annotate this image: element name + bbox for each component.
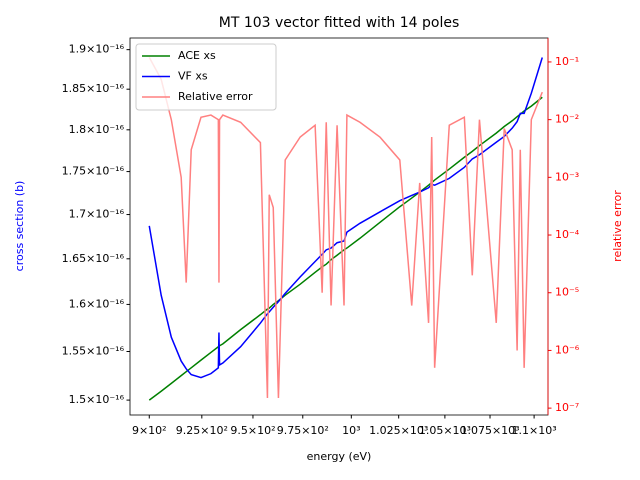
x-tick-label: 10³ bbox=[342, 424, 360, 437]
x-tick-label: 9.25×10² bbox=[176, 424, 228, 437]
y2-tick-label: 10⁻² bbox=[555, 113, 579, 126]
y2-tick-label: 10⁻³ bbox=[555, 170, 579, 183]
y-tick-label: 1.85×10⁻¹⁶ bbox=[62, 82, 125, 95]
legend-label: Relative error bbox=[178, 90, 253, 103]
series-line bbox=[148, 57, 543, 398]
y2-tick-label: 10⁻⁷ bbox=[555, 401, 579, 414]
y-tick-label: 1.6×10⁻¹⁶ bbox=[69, 297, 125, 310]
y2-axis-label: relative error bbox=[611, 190, 624, 262]
x-tick-label: 9.75×10² bbox=[277, 424, 329, 437]
y-tick-label: 1.9×10⁻¹⁶ bbox=[69, 43, 125, 56]
x-tick-label: 1.025×10³ bbox=[369, 424, 428, 437]
y-tick-label: 1.8×10⁻¹⁶ bbox=[69, 123, 125, 136]
chart-title: MT 103 vector fitted with 14 poles bbox=[219, 15, 460, 31]
y2-tick-label: 10⁻⁴ bbox=[555, 228, 580, 241]
y-tick-label: 1.65×10⁻¹⁶ bbox=[62, 252, 125, 265]
y2-tick-label: 10⁻⁵ bbox=[555, 286, 579, 299]
y-tick-label: 1.7×10⁻¹⁶ bbox=[69, 208, 125, 221]
x-tick-label: 1.075×10³ bbox=[460, 424, 519, 437]
y-tick-label: 1.75×10⁻¹⁶ bbox=[62, 165, 125, 178]
x-axis-label: energy (eV) bbox=[307, 450, 372, 463]
legend-label: VF xs bbox=[178, 70, 208, 83]
y-tick-label: 1.5×10⁻¹⁶ bbox=[69, 393, 125, 406]
x-tick-label: 1.1×10³ bbox=[512, 424, 557, 437]
y2-tick-label: 10⁻⁶ bbox=[555, 343, 580, 356]
x-tick-label: 9×10² bbox=[132, 424, 167, 437]
legend-box bbox=[135, 43, 277, 111]
y2-tick-label: 10⁻¹ bbox=[555, 55, 579, 68]
series-line bbox=[148, 96, 543, 401]
x-tick-label: 1.05×10³ bbox=[419, 424, 471, 437]
y-tick-label: 1.55×10⁻¹⁶ bbox=[62, 344, 125, 357]
y-axis-label: cross section (b) bbox=[13, 181, 26, 272]
legend-label: ACE xs bbox=[178, 49, 216, 62]
series-line bbox=[148, 57, 543, 379]
x-tick-label: 9.5×10² bbox=[230, 424, 275, 437]
